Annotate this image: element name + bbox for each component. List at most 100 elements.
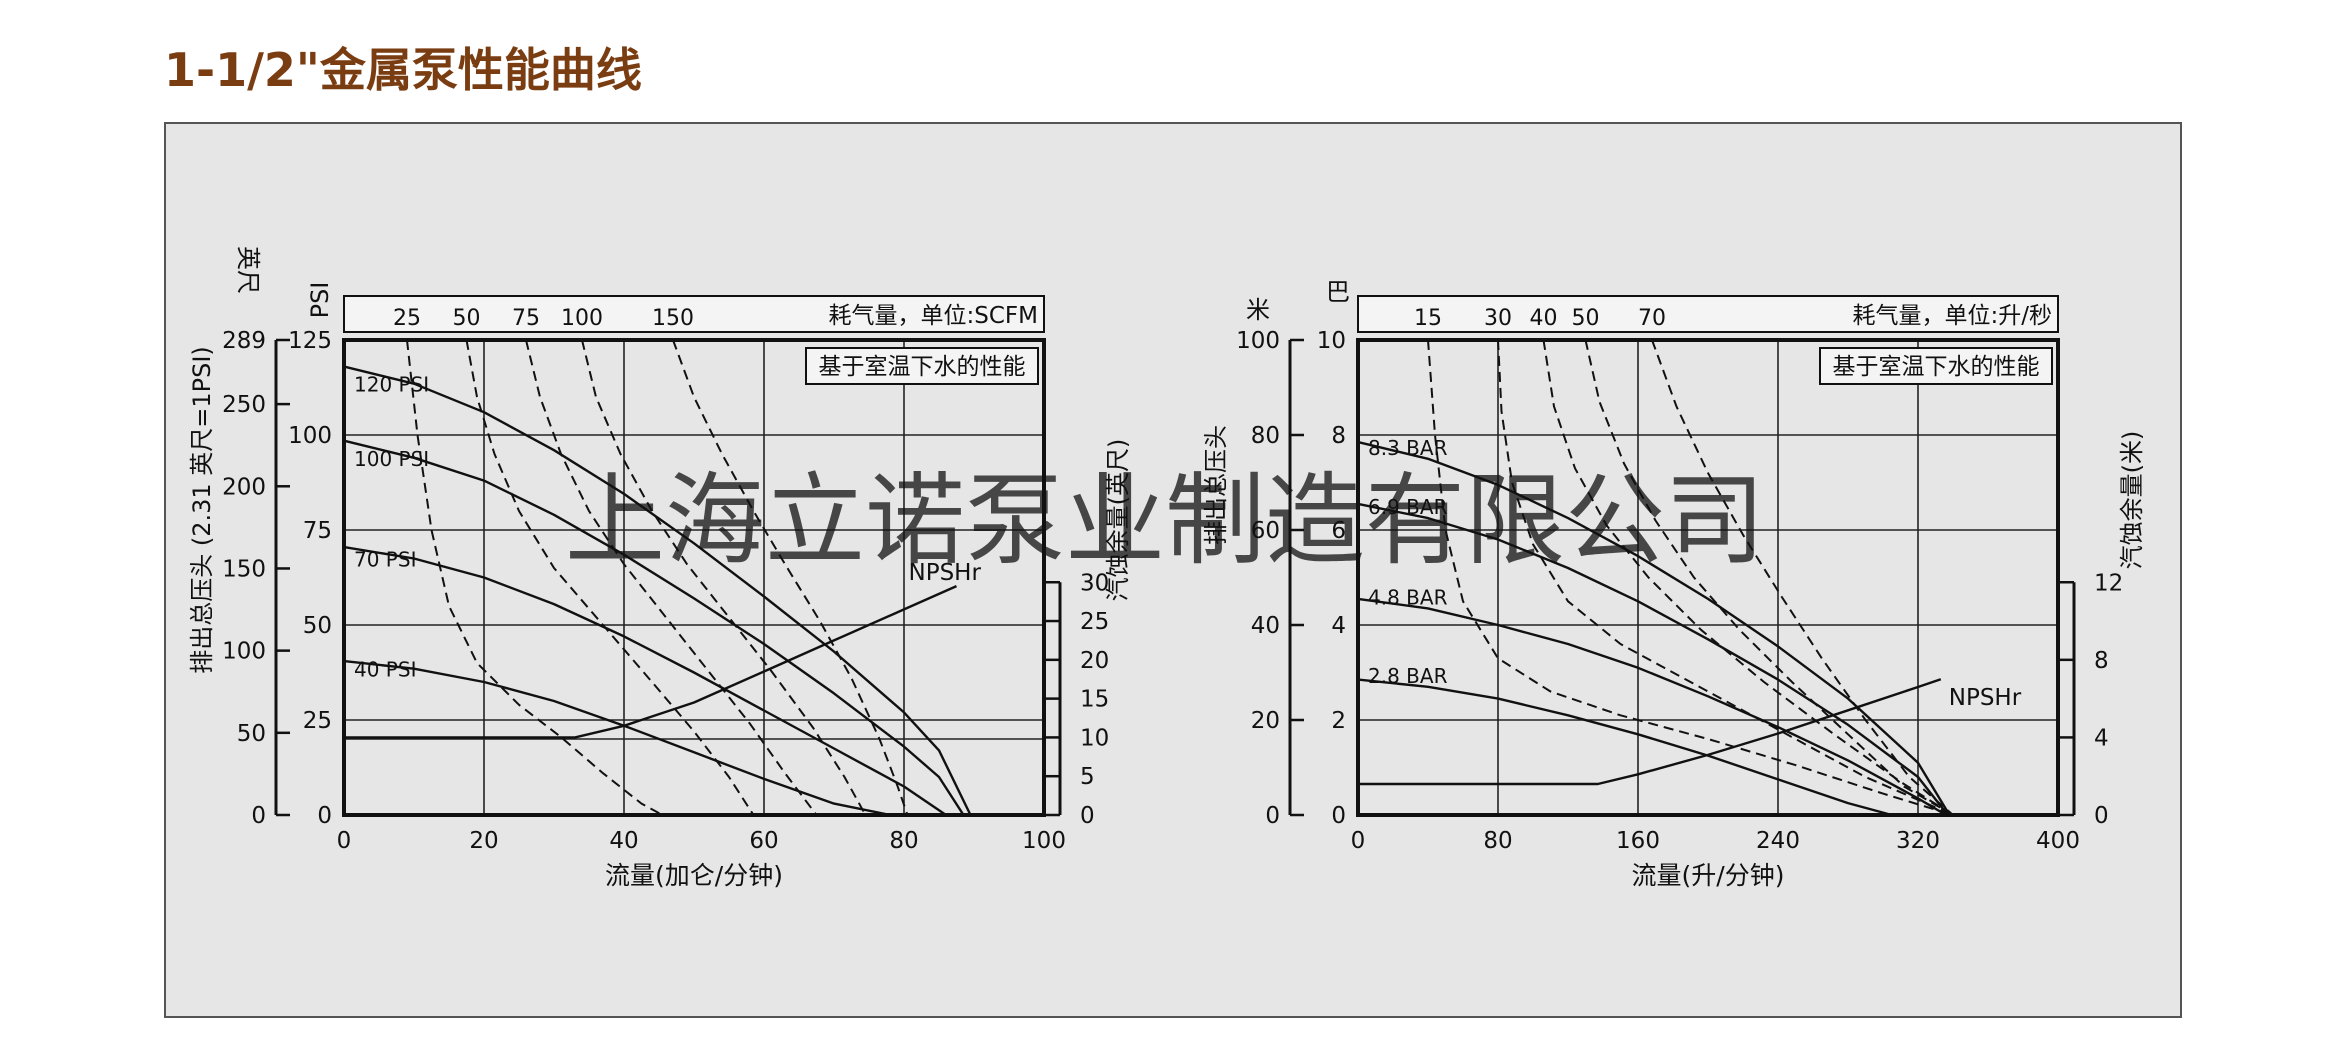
air-consumption-tick: 75 (512, 306, 540, 331)
air-consumption-tick: 70 (1638, 306, 1666, 331)
series-line-100-psi (343, 439, 965, 816)
series-line-75 (525, 339, 818, 816)
air-consumption-label: 耗气量，单位:升/秒 (1853, 303, 2053, 329)
npsh-tick-label: 12 (2094, 570, 2123, 596)
npsh-tick-label: 0 (1080, 803, 1095, 829)
note-box (1819, 347, 2053, 385)
x-tick-label: 40 (609, 828, 638, 854)
x-tick-label: 160 (1616, 828, 1660, 854)
series-line-100 (581, 339, 867, 816)
x-tick-label: 0 (1351, 828, 1366, 854)
y-inner-tick-label: 50 (303, 613, 332, 639)
air-consumption-tick: 25 (393, 306, 421, 331)
pressure-curve-label: 40 PSI (354, 658, 416, 682)
note-label: 基于室温下水的性能 (819, 354, 1026, 380)
x-tick-label: 20 (469, 828, 498, 854)
air-consumption-tick: 40 (1530, 306, 1558, 331)
y-outer-tick-label: 250 (222, 392, 266, 418)
x-tick-label: 240 (1756, 828, 1800, 854)
plot-frame (1356, 338, 2060, 817)
y-outer-tick-label: 289 (222, 328, 266, 354)
npsh-tick-label: 30 (1080, 570, 1109, 596)
air-consumption-box (343, 295, 1045, 333)
series-line-6-9-bar (1357, 502, 1949, 816)
npsh-tick-label: 15 (1080, 687, 1109, 713)
y-inner-axis-label: PSI (306, 282, 334, 319)
y-outer-tick-label: 150 (222, 556, 266, 582)
air-consumption-tick: 30 (1484, 306, 1512, 331)
pressure-curve-label: 70 PSI (354, 548, 416, 572)
y-inner-tick-label: 10 (1317, 328, 1346, 354)
y-outer-axis-label: 排出总压头 (1202, 425, 1230, 545)
y-outer-tick-label: 100 (222, 639, 266, 665)
series-line-50 (1584, 339, 1954, 816)
y-outer-tick-label: 0 (1265, 803, 1280, 829)
page-title: 1-1/2"金属泵性能曲线 (164, 43, 642, 97)
pressure-curve-label: 2.8 BAR (1368, 664, 1448, 688)
series-line-40 (1542, 339, 1954, 816)
npsh-tick-label: 20 (1080, 648, 1109, 674)
air-consumption-box (1357, 295, 2059, 333)
pressure-curve-label: 6.9 BAR (1368, 495, 1448, 519)
y-outer-tick-label: 100 (1236, 328, 1280, 354)
pressure-curve-label: 120 PSI (354, 373, 429, 397)
npsh-tick-label: 25 (1080, 609, 1109, 635)
y-outer-unit-label: 米 (1246, 296, 1270, 324)
air-consumption-tick: 50 (1572, 306, 1600, 331)
air-consumption-tick: 150 (652, 306, 694, 331)
y-outer-tick-label: 50 (237, 721, 266, 747)
y-inner-tick-label: 6 (1331, 518, 1346, 544)
series-line-120-psi (343, 365, 972, 816)
npsh-tick-label: 5 (1080, 764, 1095, 790)
series-line-npshr (1358, 678, 1942, 786)
y-outer-axis-label: 排出总压头 (2.31 英尺=1PSI) (188, 346, 216, 674)
series-line-30 (1497, 339, 1954, 816)
series-line-8-3-bar (1357, 440, 1951, 816)
x-tick-label: 400 (2036, 828, 2080, 854)
npsh-tick-label: 8 (2094, 648, 2109, 674)
y-outer-tick-label: 40 (1251, 613, 1280, 639)
y-outer-unit-label: 英尺 (234, 246, 262, 294)
npsh-tick-label: 10 (1080, 725, 1109, 751)
y-outer-tick-label: 60 (1251, 518, 1280, 544)
y-inner-tick-label: 4 (1331, 613, 1346, 639)
npsh-tick-label: 0 (2094, 803, 2109, 829)
x-tick-label: 80 (889, 828, 918, 854)
pressure-curve-label: 4.8 BAR (1368, 585, 1448, 609)
y-inner-tick-label: 125 (288, 328, 332, 354)
x-tick-label: 0 (337, 828, 352, 854)
y-inner-axis-label: 巴 (1326, 278, 1350, 306)
plot-frame (342, 338, 1046, 817)
series-line-npshr (344, 585, 957, 739)
x-tick-label: 80 (1483, 828, 1512, 854)
y-outer-tick-label: 200 (222, 474, 266, 500)
pressure-curve-label: 100 PSI (354, 447, 429, 471)
npsh-axis-label: 汽蚀余量(米) (2118, 431, 2146, 570)
air-consumption-tick: 100 (561, 306, 603, 331)
y-outer-tick-label: 80 (1251, 423, 1280, 449)
y-inner-tick-label: 25 (303, 708, 332, 734)
chart-panel (164, 122, 2182, 1018)
npsh-tick-label: 4 (2094, 725, 2109, 751)
series-line-4-8-bar (1357, 597, 1947, 817)
y-inner-tick-label: 0 (1331, 803, 1346, 829)
air-consumption-label: 耗气量，单位:SCFM (829, 303, 1038, 329)
y-outer-tick-label: 20 (1251, 708, 1280, 734)
air-consumption-tick: 50 (453, 306, 481, 331)
x-axis-label: 流量(加仑/分钟) (605, 861, 783, 890)
pressure-curve-label: 8.3 BAR (1368, 436, 1448, 460)
npsh-curve-label: NPSHr (909, 560, 982, 586)
series-line-70-psi (343, 545, 947, 816)
x-tick-label: 60 (749, 828, 778, 854)
y-inner-tick-label: 100 (288, 423, 332, 449)
series-line-2-8-bar (1357, 678, 1893, 817)
air-consumption-tick: 15 (1414, 306, 1442, 331)
x-tick-label: 320 (1896, 828, 1940, 854)
watermark-text: 上海立诺泵业制造有限公司 (565, 462, 1765, 579)
x-tick-label: 100 (1022, 828, 1066, 854)
y-inner-tick-label: 0 (317, 803, 332, 829)
y-outer-tick-label: 0 (251, 803, 266, 829)
